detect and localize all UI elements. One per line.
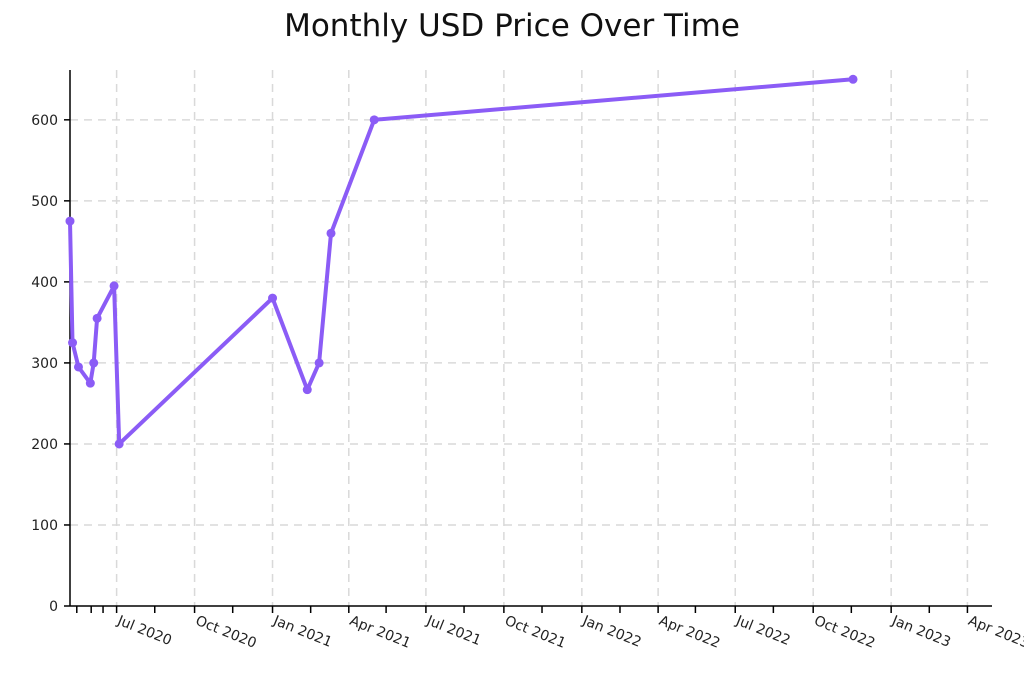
y-tick-label: 200 [31,437,58,453]
grid-lines [70,70,992,606]
data-point [109,281,119,291]
data-point [326,228,336,238]
y-tick-label: 100 [31,518,58,534]
series-layer [65,74,858,449]
chart-title: Monthly USD Price Over Time [284,8,740,44]
data-point [314,358,324,368]
data-point [92,313,102,323]
x-tick-label: Jul 2020 [114,612,174,649]
y-tick-label: 400 [31,275,58,291]
x-tick-label: Jul 2022 [733,612,793,649]
x-tick-label: Apr 2022 [657,613,723,652]
data-point [369,115,379,125]
x-tick-label: Oct 2022 [812,613,878,652]
x-tick-label: Oct 2020 [193,613,259,652]
x-tick-label: Jan 2021 [270,612,334,650]
y-tick-label: 500 [31,194,58,210]
x-tick-label: Apr 2023 [966,613,1024,652]
y-tick-label: 0 [49,599,58,615]
axes: 0 100 200 300 400 500 600 Jul 2020 Oct 2020 Jan 2… [31,70,1024,652]
x-tick-label: Jan 2022 [579,612,643,650]
data-point [89,358,99,368]
data-point [848,74,858,84]
data-point [68,338,78,348]
data-point [114,439,124,449]
data-point [268,293,278,303]
data-point [65,216,75,226]
x-tick-label: Jul 2021 [423,612,483,649]
data-point [85,378,95,388]
y-tick-label: 300 [31,356,58,372]
x-tick-label: Apr 2021 [347,613,413,652]
x-tick-label: Oct 2021 [502,613,568,652]
data-point [73,362,83,372]
x-tick-label: Jan 2023 [889,612,953,650]
y-tick-label: 600 [31,113,58,129]
data-point [302,385,312,395]
